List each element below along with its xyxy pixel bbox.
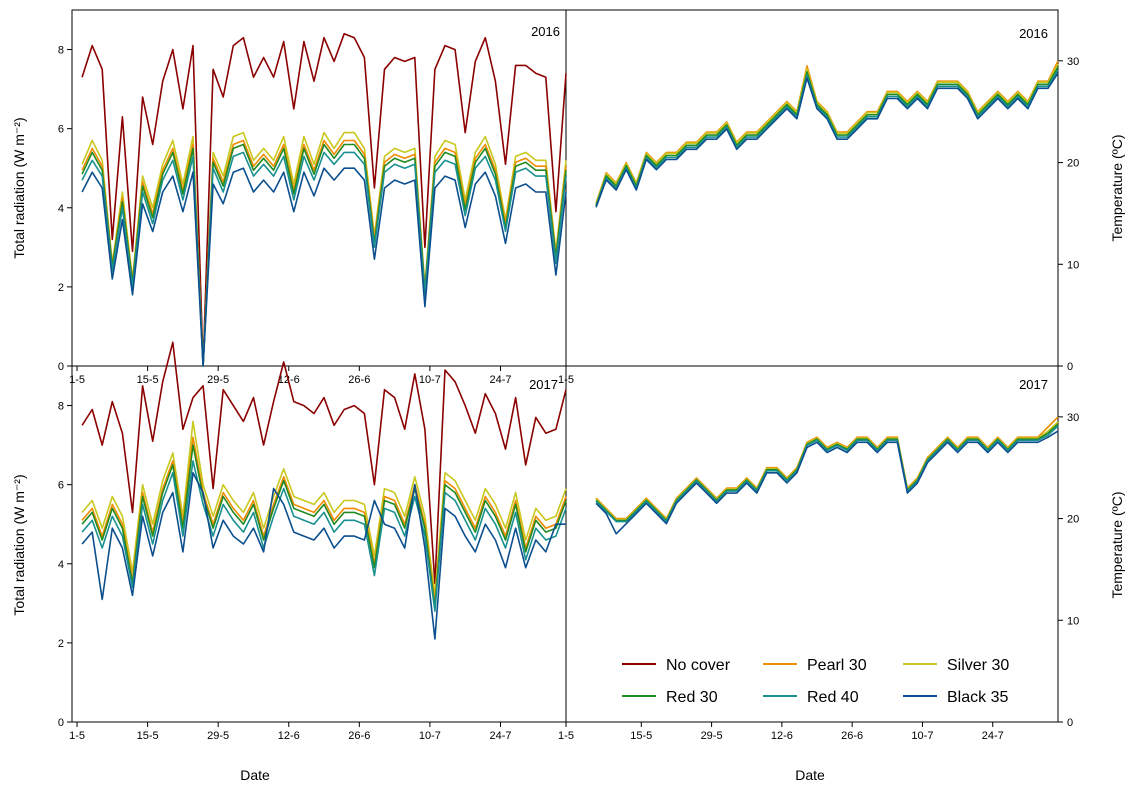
right-ylabel-top: Temperature (ºC): [1109, 134, 1125, 241]
panel-temperature-2017: 0 10 20 30 15-5 29-5 12-6 26-6 10-7 24-7 2017: [595, 377, 1079, 742]
panel-frame-temperature-2016: [565, 9, 1059, 367]
ytick-label: 20: [1067, 158, 1079, 170]
legend-item-red-30: Red 30: [622, 689, 718, 706]
panel-temperature-2016: 0 10 20 30 2016: [595, 26, 1079, 373]
xtick-label: 1-5: [558, 730, 574, 742]
series-line-no-cover: [81, 32, 567, 367]
series-line-pearl-30: [81, 139, 567, 367]
xtick-label: 10-7: [911, 730, 933, 742]
series-line-pearl-30: [595, 416, 1059, 520]
xtick-label: 10-7: [419, 730, 441, 742]
series-line-red-30: [595, 66, 1059, 206]
xtick-label: 10-7: [419, 374, 441, 386]
xlabel-right: Date: [795, 767, 825, 783]
series-line-red-30: [595, 423, 1059, 522]
xtick-label: 1-5: [69, 730, 85, 742]
series-line-pearl-30: [81, 436, 567, 605]
series-line-pearl-30: [595, 60, 1059, 204]
series-line-silver-30: [81, 420, 567, 597]
legend-item-silver-30: Silver 30: [903, 657, 1009, 674]
ytick-label: 2: [58, 638, 64, 650]
ytick-label: 30: [1067, 56, 1079, 68]
legend-item-black-35: Black 35: [903, 689, 1008, 706]
panel-year-label: 2016: [531, 24, 560, 39]
series-line-red-40: [595, 425, 1059, 523]
ytick-label: 0: [58, 717, 64, 729]
xlabel-left: Date: [240, 767, 270, 783]
panel-year-label: 2017: [529, 377, 558, 392]
xtick-label: 29-5: [207, 730, 229, 742]
series-line-black-35: [595, 72, 1059, 208]
ytick-label: 20: [1067, 514, 1079, 526]
right-ylabel-bottom: Temperature (ºC): [1109, 491, 1125, 598]
xtick-label: 24-7: [489, 730, 511, 742]
panel-frames: [71, 9, 1059, 723]
panel-year-label: 2016: [1019, 26, 1048, 41]
ytick-label: 6: [58, 480, 64, 492]
series-line-red-40: [595, 69, 1059, 207]
legend-item-pearl-30: Pearl 30: [763, 657, 867, 674]
series-line-red-40: [81, 151, 567, 367]
xtick-label: 1-5: [558, 374, 574, 386]
series-line-silver-30: [595, 63, 1059, 205]
ytick-label: 0: [58, 361, 64, 373]
panel-frame-temperature-2017: [565, 365, 1059, 723]
xtick-label: 29-5: [701, 730, 723, 742]
series-line-silver-30: [595, 421, 1059, 521]
ytick-label: 2: [58, 282, 64, 294]
legend-label: Red 40: [807, 689, 859, 706]
xtick-label: 15-5: [137, 374, 159, 386]
xtick-label: 15-5: [630, 730, 652, 742]
series-line-red-30: [81, 143, 567, 367]
xtick-label: 15-5: [137, 730, 159, 742]
xtick-label: 26-6: [348, 730, 370, 742]
legend-item-no-cover: No cover: [622, 657, 731, 674]
legend-item-red-40: Red 40: [763, 689, 859, 706]
xtick-label: 12-6: [278, 730, 300, 742]
ytick-label: 4: [58, 203, 64, 215]
xtick-label: 26-6: [348, 374, 370, 386]
legend: No cover Pearl 30 Silver 30 Red 30 Red 40 Bla…: [622, 657, 1009, 706]
series-line-red-30: [81, 444, 567, 609]
series-line-black-35: [81, 167, 567, 367]
ytick-label: 6: [58, 124, 64, 136]
xtick-label: 1-5: [69, 374, 85, 386]
ytick-label: 30: [1067, 412, 1079, 424]
legend-label: Black 35: [947, 689, 1008, 706]
xtick-label: 12-6: [771, 730, 793, 742]
xtick-label: 24-7: [982, 730, 1004, 742]
left-ylabel-top: Total radiation (W m⁻²): [11, 117, 27, 258]
xtick-label: 26-6: [841, 730, 863, 742]
left-ylabel-bottom: Total radiation (W m⁻²): [11, 474, 27, 615]
xtick-label: 24-7: [489, 374, 511, 386]
ytick-label: 0: [1067, 717, 1073, 729]
series-line-red-40: [81, 460, 567, 613]
panel-frame-radiation-2017: [71, 365, 567, 723]
legend-label: No cover: [666, 657, 731, 674]
series-line-black-35: [81, 471, 566, 640]
xtick-label: 29-5: [207, 374, 229, 386]
series-line-black-35: [595, 430, 1059, 535]
ytick-label: 0: [1067, 361, 1073, 373]
series-line-silver-30: [81, 131, 567, 367]
ytick-label: 10: [1067, 259, 1079, 271]
legend-label: Red 30: [666, 689, 718, 706]
ytick-label: 10: [1067, 615, 1079, 627]
legend-label: Pearl 30: [807, 657, 867, 674]
ytick-label: 8: [58, 401, 64, 413]
panel-year-label: 2017: [1019, 377, 1048, 392]
ytick-label: 8: [58, 45, 64, 57]
legend-label: Silver 30: [947, 657, 1009, 674]
ytick-label: 4: [58, 559, 64, 571]
series-line-no-cover: [81, 341, 567, 585]
